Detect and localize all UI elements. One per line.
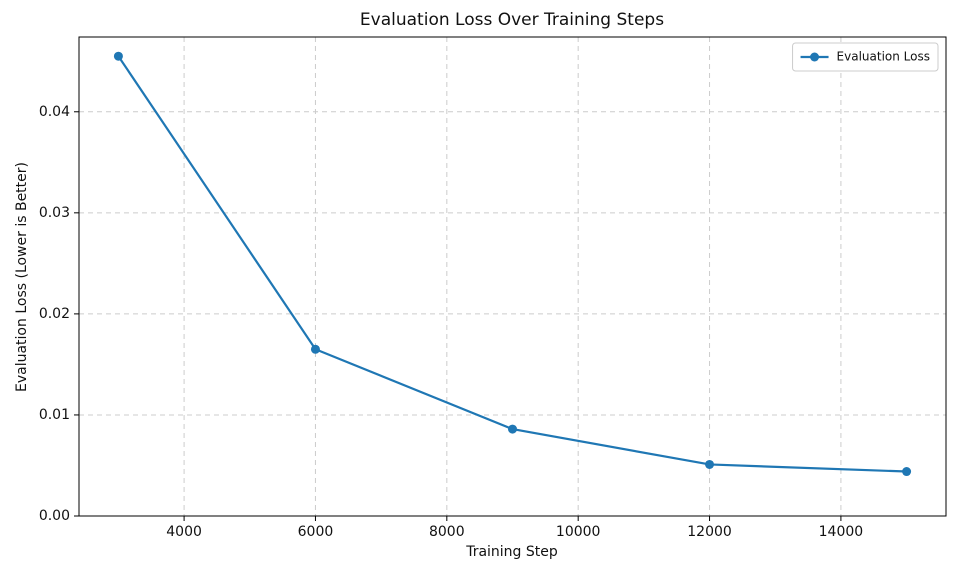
plot-frame (78, 36, 947, 517)
x-tick-label: 12000 (687, 524, 732, 540)
data-point (113, 51, 123, 61)
y-tick-label: 0.02 (39, 306, 70, 322)
y-tick-label: 0.03 (39, 205, 70, 221)
y-tick-label: 0.04 (39, 104, 70, 120)
y-tick-label: 0.00 (39, 508, 70, 524)
x-axis-label: Training Step (465, 544, 558, 560)
legend-marker (810, 52, 820, 62)
legend-box (792, 42, 939, 72)
x-tick-label: 14000 (819, 524, 864, 540)
x-tick-label: 10000 (556, 524, 601, 540)
x-tick-label: 4000 (166, 524, 202, 540)
y-tick-label: 0.01 (39, 407, 70, 423)
series-line (117, 55, 907, 473)
legend: Evaluation Loss (792, 42, 939, 72)
data-point (310, 344, 320, 354)
x-tick-label: 8000 (429, 524, 465, 540)
data-point (902, 467, 912, 477)
y-axis-label: Evaluation Loss (Lower is Better) (14, 162, 30, 392)
data-point (705, 459, 715, 469)
data-point (508, 424, 517, 434)
x-tick-label: 6000 (298, 524, 334, 540)
legend-label: Evaluation Loss (837, 50, 930, 64)
chart-title: Evaluation Loss Over Training Steps (360, 10, 664, 30)
